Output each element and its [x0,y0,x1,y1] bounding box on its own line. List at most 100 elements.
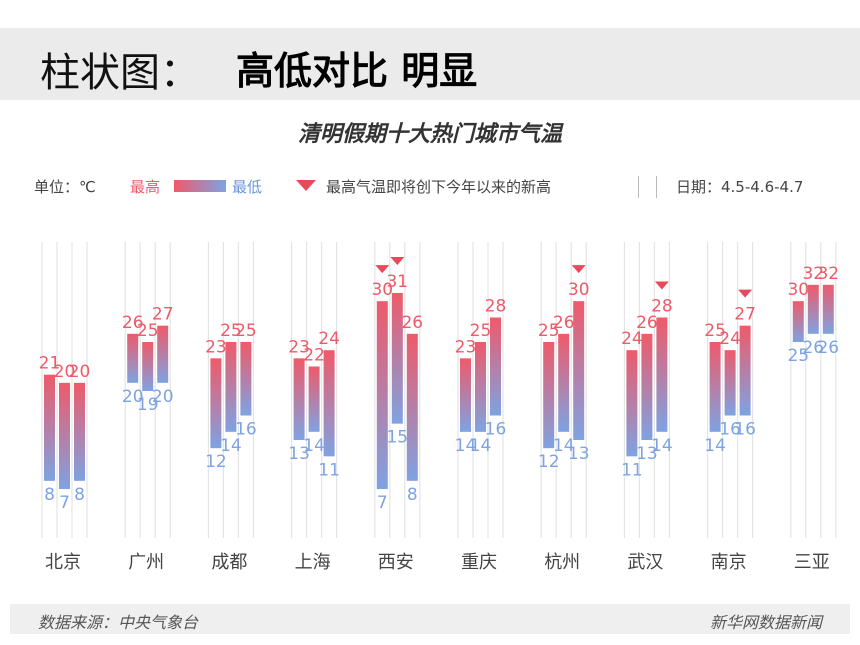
high-temp-label: 23 [455,337,477,357]
low-temp-label: 13 [636,444,658,464]
high-temp-label: 25 [235,321,257,341]
temperature-range-bar [792,301,804,342]
high-temp-label: 26 [636,313,658,333]
low-temp-label: 12 [538,452,560,472]
high-temp-label: 25 [538,321,560,341]
low-temp-label: 26 [817,338,839,358]
legend-record-marker-icon [296,180,316,191]
temperature-range-bar [74,382,85,481]
temperature-range-bar [460,358,471,432]
city-label: 成都 [211,552,247,573]
low-temp-label: 14 [704,436,726,456]
temperature-range-bar [558,333,570,432]
legend-date: 日期：4.5-4.6-4.7 [676,178,804,196]
high-temp-label: 24 [318,329,340,349]
range-bar-chart: 21 8 20 7 20 8 北京 26 20 25 19 27 20 广州 23 12 25 14 25 16 成都 2… [39,242,839,573]
high-temp-label: 23 [205,337,227,357]
temperature-range-bar [157,325,169,383]
legend-divider [656,176,657,198]
low-temp-label: 15 [386,428,408,448]
low-temp-label: 20 [152,387,174,407]
low-temp-label: 26 [802,338,824,358]
temperature-range-bar [573,301,585,440]
legend-unit: 单位：℃ [34,178,96,196]
publisher-credit: 新华网数据新闻 [709,613,822,632]
high-temp-label: 21 [39,354,61,374]
high-temp-label: 26 [553,313,575,333]
data-source: 数据来源：中央气象台 [38,613,199,632]
temperature-range-bar [293,358,305,440]
low-temp-label: 19 [137,395,159,415]
slide-title-prefix: 柱状图： [40,50,200,96]
temperature-range-bar [641,333,653,440]
high-temp-label: 25 [470,321,492,341]
chart-legend: 单位：℃ 最高 最低 最高气温即将创下今年以来的新高 日期：4.5-4.6-4.… [34,176,834,200]
low-temp-label: 16 [719,420,741,440]
temperature-range-bar [376,301,388,489]
temperature-range-bar [225,342,237,432]
low-temp-label: 11 [318,460,340,480]
low-temp-label: 8 [407,485,418,505]
high-temp-label: 25 [137,321,159,341]
high-temp-label: 26 [122,313,144,333]
high-temp-label: 20 [54,362,76,382]
low-temp-label: 20 [122,387,144,407]
low-temp-label: 14 [651,436,673,456]
city-label: 重庆 [461,552,497,573]
legend-divider [638,176,639,198]
high-temp-label: 26 [401,313,423,333]
temperature-range-bar [543,342,555,449]
record-high-marker-icon [390,257,405,265]
low-temp-label: 11 [621,460,643,480]
low-temp-label: 8 [74,485,85,505]
temperature-range-bar [210,358,222,449]
temperature-range-bar [127,333,139,383]
legend-high-label: 最高 [130,178,161,196]
record-high-marker-icon [738,289,753,298]
city-label: 三亚 [794,552,830,573]
slide-header: 柱状图： 高低对比 明显 [0,28,860,100]
temperature-range-bar [626,350,638,457]
record-high-marker-icon [571,265,586,274]
high-temp-label: 30 [568,280,590,300]
high-temp-label: 24 [621,329,643,349]
high-temp-label: 24 [719,329,741,349]
city-label: 西安 [378,552,414,573]
low-temp-label: 13 [288,444,310,464]
city-label: 广州 [128,552,164,573]
low-temp-label: 14 [470,436,492,456]
high-temp-label: 28 [485,297,507,317]
chart-title: 清明假期十大热门城市气温 [297,122,562,147]
low-temp-label: 14 [455,436,477,456]
temperature-range-bar [240,342,252,416]
high-temp-label: 32 [817,264,839,284]
high-temp-label: 32 [802,264,824,284]
record-high-marker-icon [654,281,669,290]
low-temp-label: 16 [235,420,257,440]
temperature-range-bar [822,284,834,334]
high-temp-label: 25 [220,321,242,341]
temperature-range-bar [475,342,486,432]
legend-record-note: 最高气温即将创下今年以来的新高 [326,178,552,196]
temperature-range-bar [406,333,418,481]
chart-footer: 数据来源：中央气象台 新华网数据新闻 [10,604,850,634]
low-temp-label: 7 [377,493,388,513]
low-temp-label: 14 [220,436,242,456]
city-label: 北京 [45,552,81,573]
temperature-range-bar [490,317,501,416]
temperature-range-bar [724,350,736,416]
legend-gradient-swatch [174,180,226,192]
low-temp-label: 14 [553,436,575,456]
high-temp-label: 23 [288,337,310,357]
high-temp-label: 31 [386,272,408,292]
temperature-range-bar [656,317,668,432]
temperature-range-bar [391,293,403,424]
high-temp-label: 25 [704,321,726,341]
temperature-range-bar [142,342,154,391]
temperature-range-bar [709,342,721,432]
high-temp-label: 30 [371,280,393,300]
city-label: 杭州 [544,552,580,573]
high-temp-label: 27 [734,305,756,325]
low-temp-label: 13 [568,444,590,464]
temperature-range-bar [59,382,70,489]
